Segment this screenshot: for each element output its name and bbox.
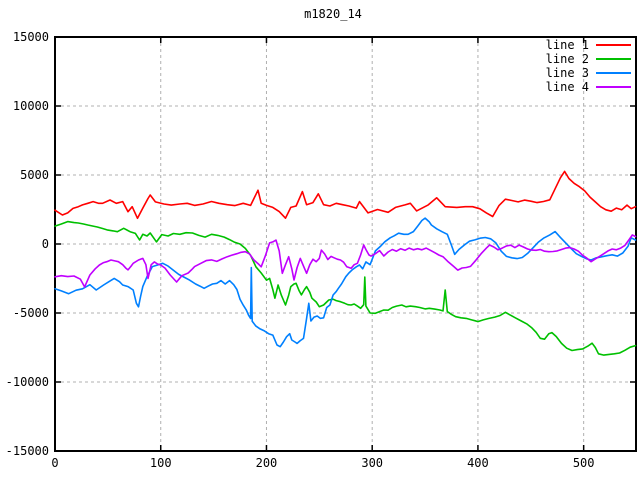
y-tick-label: 5000 [20,168,49,182]
y-tick-label: -5000 [12,306,49,320]
x-tick-label: 500 [572,456,595,470]
y-tick-label: -10000 [5,375,49,389]
legend-label: line 3 [545,66,589,80]
series-line-3 [54,217,637,348]
legend-line-sample [596,86,631,88]
x-tick-label: 400 [467,456,489,470]
legend-label: line 2 [545,52,589,66]
x-tick-label: 100 [149,456,172,470]
legend-entry: line 1 [546,38,631,52]
legend: line 1 line 2 line 3 line 4 [546,38,631,94]
y-tick-label: 15000 [12,30,49,44]
chart-title: m1820_14 [304,7,362,21]
series-line-2 [54,220,637,356]
legend-line-sample [596,58,631,60]
x-tick-label: 300 [361,456,384,470]
legend-entry: line 2 [546,52,631,66]
x-tick-label: 0 [51,456,59,470]
series-line-4 [54,234,637,288]
legend-line-sample [596,44,631,46]
y-tick-label: 0 [41,237,49,251]
legend-entry: line 4 [546,80,631,94]
x-tick-label: 200 [255,456,278,470]
legend-label: line 1 [545,38,589,52]
legend-line-sample [596,72,631,74]
y-tick-label: -15000 [5,444,49,458]
legend-label: line 4 [545,80,589,94]
series-line-1 [54,170,637,220]
y-tick-label: 10000 [12,99,49,113]
legend-entry: line 3 [546,66,631,80]
